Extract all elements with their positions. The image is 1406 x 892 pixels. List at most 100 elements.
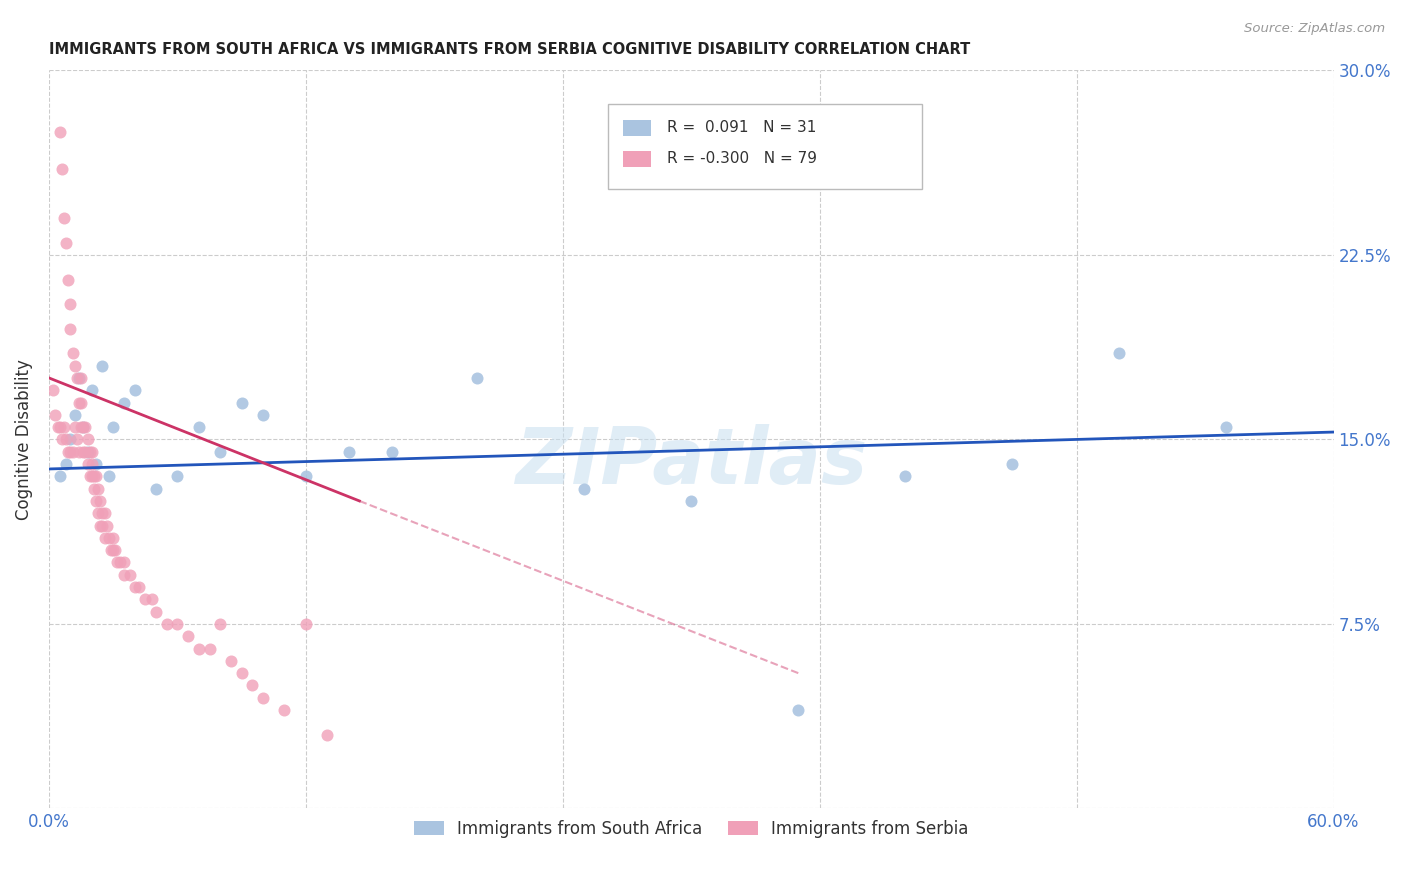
Point [219, 654, 242, 668]
Point [76, 457, 98, 471]
Text: R = -0.300   N = 79: R = -0.300 N = 79 [666, 152, 817, 167]
Point [79, 469, 101, 483]
Point [51, 161, 73, 176]
Point [1215, 420, 1237, 434]
Point [104, 543, 127, 558]
Point [787, 703, 810, 717]
Point [295, 616, 318, 631]
Point [83, 469, 105, 483]
Point [141, 592, 163, 607]
Point [76, 444, 98, 458]
Point [231, 666, 253, 681]
Point [63, 359, 86, 373]
Point [80, 469, 103, 483]
Point [70, 420, 93, 434]
Point [108, 556, 131, 570]
Point [295, 469, 318, 483]
Point [66, 371, 89, 385]
Point [89, 494, 111, 508]
Point [100, 543, 122, 558]
Point [80, 383, 103, 397]
Point [52, 420, 75, 434]
Point [574, 482, 596, 496]
Point [46, 420, 69, 434]
Point [681, 494, 703, 508]
Point [58, 444, 80, 458]
Point [84, 469, 107, 483]
Point [79, 444, 101, 458]
Point [97, 531, 120, 545]
Point [84, 457, 107, 471]
Point [87, 482, 110, 496]
Point [1001, 457, 1024, 471]
Point [67, 395, 90, 409]
Point [166, 616, 188, 631]
Point [59, 433, 82, 447]
Point [380, 444, 402, 458]
Point [112, 556, 135, 570]
Text: ZIPatlas: ZIPatlas [515, 424, 868, 500]
Point [62, 444, 84, 458]
Point [55, 433, 77, 447]
Point [112, 567, 135, 582]
Point [80, 444, 103, 458]
Point [67, 371, 90, 385]
Point [93, 506, 115, 520]
Text: Source: ZipAtlas.com: Source: ZipAtlas.com [1244, 22, 1385, 36]
Point [894, 469, 917, 483]
Point [62, 346, 84, 360]
Point [209, 616, 232, 631]
Point [72, 444, 94, 458]
Y-axis label: Cognitive Disability: Cognitive Disability [15, 359, 32, 520]
Legend: Immigrants from South Africa, Immigrants from Serbia: Immigrants from South Africa, Immigrants… [408, 813, 974, 845]
Point [59, 322, 82, 336]
Point [63, 420, 86, 434]
Point [55, 457, 77, 471]
Point [63, 408, 86, 422]
Point [103, 543, 125, 558]
Text: R =  0.091   N = 31: R = 0.091 N = 31 [666, 120, 817, 136]
FancyBboxPatch shape [623, 151, 651, 167]
Point [55, 235, 77, 250]
Point [67, 444, 90, 458]
Point [103, 420, 125, 434]
Point [89, 518, 111, 533]
Point [48, 125, 70, 139]
Point [145, 605, 167, 619]
Point [72, 420, 94, 434]
Point [48, 469, 70, 483]
Point [316, 728, 339, 742]
Point [84, 494, 107, 508]
Point [128, 580, 150, 594]
Point [70, 371, 93, 385]
Point [91, 506, 114, 520]
FancyBboxPatch shape [607, 103, 922, 188]
Point [187, 420, 209, 434]
Point [59, 444, 82, 458]
Point [83, 482, 105, 496]
Point [72, 420, 94, 434]
Point [337, 444, 360, 458]
Point [75, 444, 97, 458]
Point [96, 518, 118, 533]
Point [231, 395, 253, 409]
Point [273, 703, 295, 717]
Point [103, 531, 125, 545]
Point [70, 395, 93, 409]
Point [91, 359, 114, 373]
Point [124, 580, 146, 594]
Point [59, 297, 82, 311]
Point [240, 678, 263, 692]
Point [112, 395, 135, 409]
Point [75, 420, 97, 434]
Point [120, 567, 142, 582]
Point [51, 433, 73, 447]
Point [97, 469, 120, 483]
Point [177, 629, 200, 643]
FancyBboxPatch shape [623, 120, 651, 136]
Point [48, 420, 70, 434]
Point [76, 433, 98, 447]
Point [87, 506, 110, 520]
Point [58, 272, 80, 286]
Text: IMMIGRANTS FROM SOUTH AFRICA VS IMMIGRANTS FROM SERBIA COGNITIVE DISABILITY CORR: IMMIGRANTS FROM SOUTH AFRICA VS IMMIGRAN… [49, 42, 970, 57]
